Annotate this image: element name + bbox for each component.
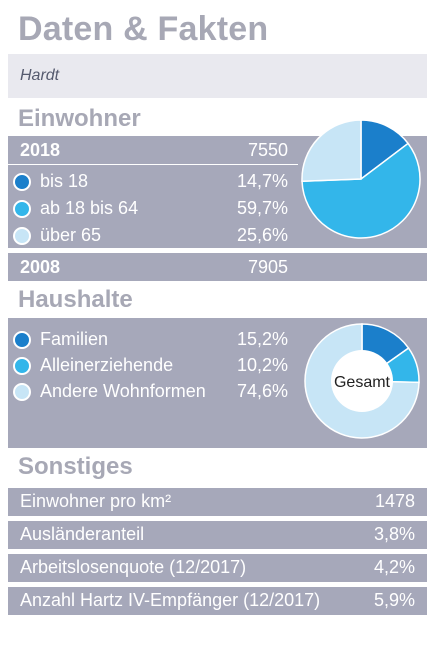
hh-label-alleinerziehende: Alleinerziehende <box>40 355 174 375</box>
sonstiges-heading: Sonstiges <box>18 453 133 480</box>
einwohner-heading: Einwohner <box>18 105 141 132</box>
year-2018-value: 7550 <box>247 140 288 160</box>
donut-center-label: Gesamt <box>334 374 391 391</box>
sonstiges-label: Ausländeranteil <box>20 524 145 544</box>
sonstiges-row <box>8 587 427 615</box>
sonstiges-row <box>8 521 427 549</box>
year-2008-bar <box>8 253 427 281</box>
group-value-ueber-65: 25,6% <box>236 225 288 245</box>
sonstiges-value: 5,9% <box>373 590 415 610</box>
legend-dot-alleinerziehende <box>13 357 31 375</box>
einwohner-pie-slice-2 <box>301 119 362 183</box>
page-title: Daten & Fakten <box>18 10 269 48</box>
year-2018-label: 2018 <box>20 140 61 160</box>
sonstiges-value: 4,2% <box>373 557 415 577</box>
einwohner-pie-slice-1 <box>301 142 421 239</box>
location-bar <box>8 54 427 98</box>
legend-dot-andere <box>13 383 31 401</box>
hh-value-andere: 74,6% <box>236 381 288 401</box>
sonstiges-label: Einwohner pro km² <box>20 491 172 511</box>
group-label-18-64: ab 18 bis 64 <box>40 198 139 218</box>
sonstiges-row <box>8 488 427 516</box>
hh-value-alleinerziehende: 10,2% <box>236 355 288 375</box>
year-2008-label: 2008 <box>20 257 61 277</box>
hh-value-familien: 15,2% <box>236 329 288 349</box>
haushalte-donut-chart: Gesamt <box>304 323 420 439</box>
legend-dot-ueber-65 <box>13 227 31 245</box>
hh-label-familien: Familien <box>40 329 109 349</box>
group-value-bis-18: 14,7% <box>236 171 288 191</box>
year-2008-value: 7905 <box>247 257 288 277</box>
legend-dot-bis-18 <box>13 173 31 191</box>
divider <box>8 164 298 165</box>
haushalte-donut-slice-2 <box>304 323 420 439</box>
sonstiges-value: 3,8% <box>373 524 415 544</box>
einwohner-pie-slice-0 <box>360 119 410 181</box>
donut-hole <box>331 350 393 412</box>
sonstiges-label: Arbeitslosenquote (12/2017) <box>20 557 247 577</box>
sonstiges-value: 1478 <box>374 491 415 511</box>
group-label-ueber-65: über 65 <box>40 225 102 245</box>
sonstiges-row <box>8 554 427 582</box>
group-value-18-64: 59,7% <box>236 198 288 218</box>
einwohner-pie-chart <box>301 119 421 239</box>
group-label-bis-18: bis 18 <box>40 171 89 191</box>
sonstiges-label: Anzahl Hartz IV-Empfänger (12/2017) <box>20 590 321 610</box>
legend-dot-18-64 <box>13 200 31 218</box>
legend-dot-familien <box>13 331 31 349</box>
haushalte-heading: Haushalte <box>18 286 133 313</box>
location-label: Hardt <box>20 67 60 84</box>
hh-label-andere: Andere Wohnformen <box>40 381 206 401</box>
